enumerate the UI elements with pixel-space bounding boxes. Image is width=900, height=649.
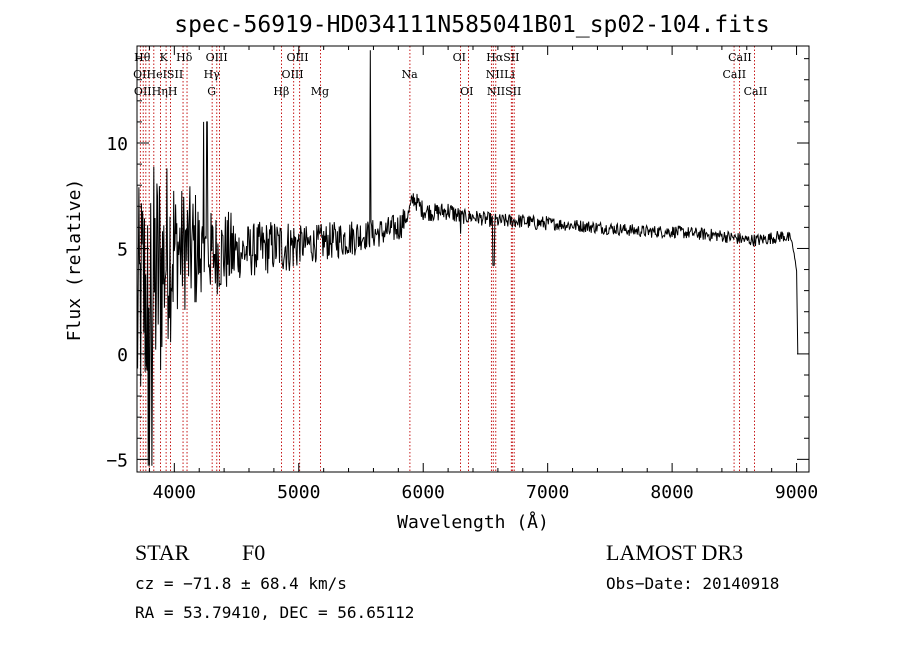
x-tick-label-2: 6000 <box>402 482 445 503</box>
line-label-10: OIII <box>282 68 304 81</box>
line-label-14: OIIHηH <box>134 85 177 98</box>
line-label-1: K <box>160 51 169 64</box>
line-label-9: Hγ <box>204 68 221 81</box>
y-tick-label-1: 0 <box>117 345 128 366</box>
line-label-12: NIILi <box>486 68 516 81</box>
line-label-8: OIHeISII <box>133 68 183 81</box>
line-label-4: OIII <box>287 51 309 64</box>
line-label-0: Hθ <box>134 51 151 64</box>
line-label-2: Hδ <box>176 51 193 64</box>
y-tick-label-0: −5 <box>106 450 128 471</box>
ra-dec: RA = 53.79410, DEC = 56.65112 <box>135 603 415 622</box>
x-tick-label-4: 8000 <box>650 482 693 503</box>
line-label-17: Mg <box>311 85 329 98</box>
line-label-19: NIISII <box>487 85 522 98</box>
y-tick-label-3: 10 <box>106 134 128 155</box>
x-tick-label-0: 4000 <box>153 482 196 503</box>
line-label-3: OIII <box>206 51 228 64</box>
y-axis-label: Flux (relative) <box>64 179 85 342</box>
line-label-11: Na <box>401 68 418 81</box>
observation-date: Obs−Date: 20140918 <box>606 574 780 593</box>
emission-line-markers <box>139 46 755 472</box>
subclass: F0 <box>242 540 266 565</box>
x-axis-label: Wavelength (Å) <box>397 511 549 533</box>
line-label-15: G <box>207 85 216 98</box>
spectrum-line <box>136 50 799 466</box>
y-axis-ticks: −5 0 5 10 <box>106 58 809 471</box>
object-class: STAR <box>135 540 190 565</box>
line-label-18: OI <box>460 85 473 98</box>
line-label-16: Hβ <box>273 85 289 98</box>
redshift-cz: cz = −71.8 ± 68.4 km/s <box>135 574 347 593</box>
emission-line-labels: Hθ K Hδ OIII OIII OI HαSII CaII OIHeISII Hγ OIII Na… <box>133 51 767 98</box>
line-label-5: OI <box>453 51 466 64</box>
chart-title: spec-56919-HD034111N585041B01_sp02-104.f… <box>174 12 769 38</box>
survey-name: LAMOST DR3 <box>606 540 744 565</box>
line-label-6: HαSII <box>486 51 519 64</box>
x-tick-label-3: 7000 <box>526 482 569 503</box>
x-tick-label-5: 9000 <box>775 482 818 503</box>
line-label-20: CaII <box>744 85 768 98</box>
x-tick-label-1: 5000 <box>277 482 320 503</box>
line-label-7: CaII <box>728 51 752 64</box>
x-axis-ticks: 4000 5000 6000 7000 8000 9000 <box>148 46 818 503</box>
y-tick-label-2: 5 <box>117 239 128 260</box>
line-label-13: CaII <box>722 68 746 81</box>
